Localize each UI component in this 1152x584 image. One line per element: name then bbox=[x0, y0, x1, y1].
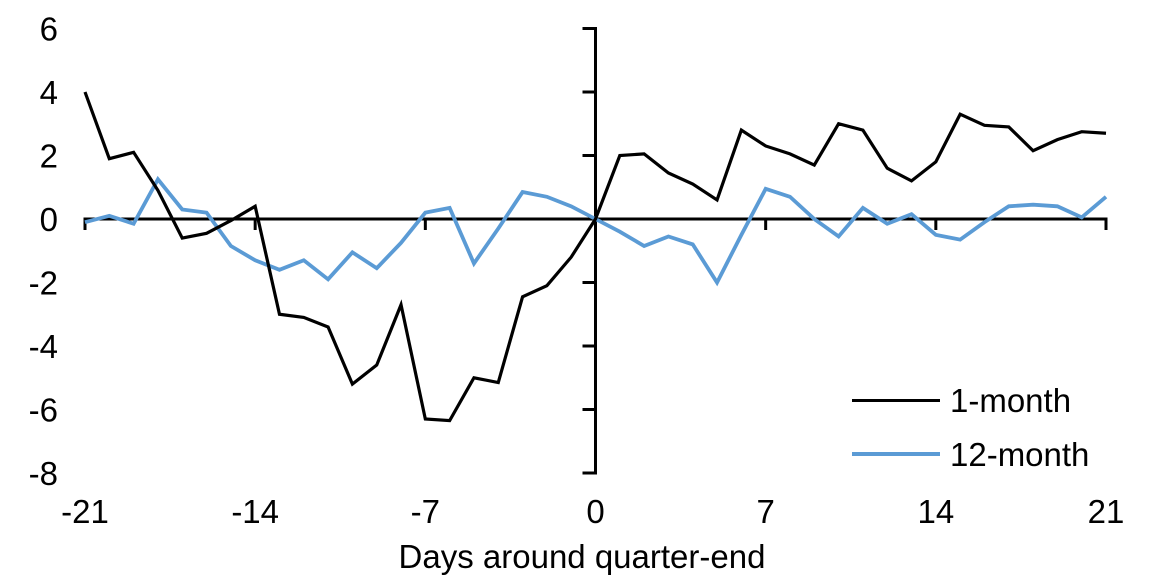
legend-item-1-month: 1-month bbox=[852, 373, 1089, 427]
series-line-1-month bbox=[83, 91, 1107, 423]
legend: 1-month 12-month bbox=[852, 373, 1089, 481]
x-tick-label: 0 bbox=[586, 493, 604, 530]
tick-labels: -21 -14 -7 0 7 14 21 6 4 2 0 -2 -4 -6 -8 bbox=[29, 11, 1125, 531]
y-tick-label: -6 bbox=[29, 392, 58, 429]
legend-label-12-month: 12-month bbox=[950, 435, 1090, 473]
x-tick-label: 7 bbox=[756, 493, 774, 530]
x-axis-title: Days around quarter-end bbox=[398, 538, 766, 575]
x-tick-label: -7 bbox=[411, 493, 440, 530]
legend-line-12-month-swatch bbox=[852, 452, 940, 456]
y-tick-label: 2 bbox=[40, 138, 58, 175]
x-tick-label: 14 bbox=[917, 493, 954, 530]
legend-label-1-month: 1-month bbox=[950, 381, 1072, 419]
x-tick-label: -21 bbox=[61, 493, 109, 530]
y-tick-label: 6 bbox=[40, 11, 58, 48]
legend-line-1-month-swatch bbox=[852, 398, 940, 402]
x-tick-label: 21 bbox=[1088, 493, 1125, 530]
y-tick-label: -4 bbox=[29, 328, 58, 365]
y-tick-label: -2 bbox=[29, 265, 58, 302]
y-tick-label: 4 bbox=[40, 74, 58, 111]
x-tick-label: -14 bbox=[231, 493, 279, 530]
y-tick-label: 0 bbox=[40, 201, 58, 238]
legend-item-12-month: 12-month bbox=[852, 427, 1089, 481]
y-tick-label: -8 bbox=[29, 455, 58, 492]
